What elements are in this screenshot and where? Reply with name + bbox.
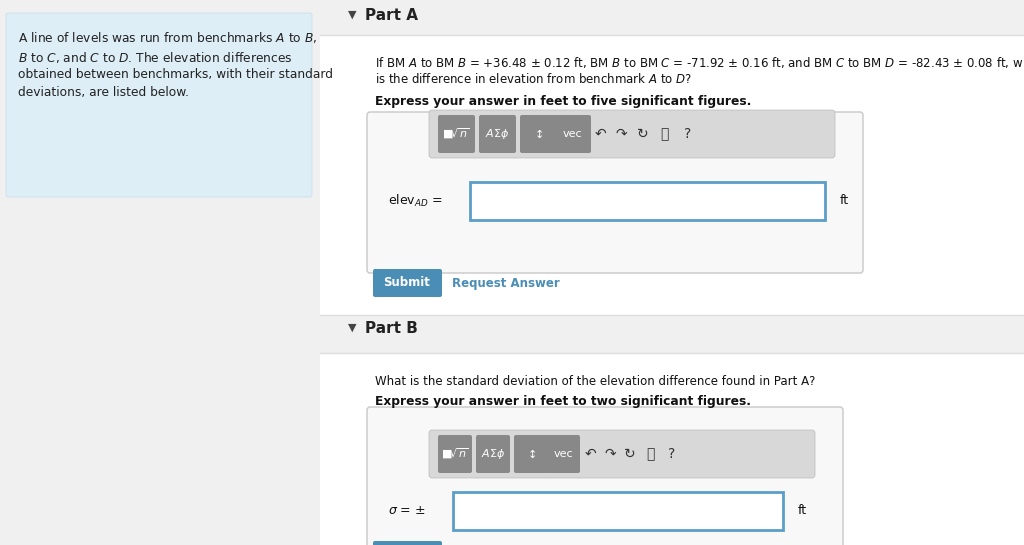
Text: Request Answer: Request Answer xyxy=(452,276,560,289)
FancyBboxPatch shape xyxy=(476,435,510,473)
Text: $B$ to $C$, and $C$ to $D$. The elevation differences: $B$ to $C$, and $C$ to $D$. The elevatio… xyxy=(18,50,293,65)
Text: What is the standard deviation of the elevation difference found in Part A?: What is the standard deviation of the el… xyxy=(375,375,815,388)
FancyBboxPatch shape xyxy=(429,430,815,478)
Bar xyxy=(319,315,1024,353)
Text: $A\Sigma\phi$: $A\Sigma\phi$ xyxy=(481,447,505,461)
FancyBboxPatch shape xyxy=(367,407,843,545)
Text: ↻: ↻ xyxy=(625,447,636,461)
Text: ▼: ▼ xyxy=(348,10,356,20)
Text: Part A: Part A xyxy=(365,8,418,23)
Text: ⎕: ⎕ xyxy=(659,127,669,141)
FancyBboxPatch shape xyxy=(479,115,516,153)
Text: Express your answer in feet to two significant figures.: Express your answer in feet to two signi… xyxy=(375,395,751,408)
FancyBboxPatch shape xyxy=(373,269,442,297)
Text: ?: ? xyxy=(669,447,676,461)
Text: deviations, are listed below.: deviations, are listed below. xyxy=(18,86,189,99)
Text: vec: vec xyxy=(562,129,582,139)
FancyBboxPatch shape xyxy=(514,435,548,473)
Text: ↶: ↶ xyxy=(594,127,606,141)
FancyBboxPatch shape xyxy=(453,492,783,530)
Text: Part B: Part B xyxy=(365,321,418,336)
Text: ↻: ↻ xyxy=(637,127,649,141)
FancyBboxPatch shape xyxy=(438,435,472,473)
Text: If BM $A$ to BM $B$ = +36.48 $\pm$ 0.12 ft, BM $B$ to BM $C$ = -71.92 $\pm$ 0.16: If BM $A$ to BM $B$ = +36.48 $\pm$ 0.12 … xyxy=(375,55,1024,70)
Text: $A\Sigma\phi$: $A\Sigma\phi$ xyxy=(485,127,509,141)
Text: $\blacksquare\!\sqrt{n}$: $\blacksquare\!\sqrt{n}$ xyxy=(442,127,470,141)
Text: ↷: ↷ xyxy=(604,447,615,461)
Text: $\updownarrow$: $\updownarrow$ xyxy=(532,128,544,140)
Text: ▼: ▼ xyxy=(348,323,356,333)
FancyBboxPatch shape xyxy=(520,115,557,153)
Text: A line of levels was run from benchmarks $A$ to $B$,: A line of levels was run from benchmarks… xyxy=(18,30,317,45)
Text: ft: ft xyxy=(798,505,807,518)
Text: ft: ft xyxy=(840,195,849,208)
Text: Express your answer in feet to five significant figures.: Express your answer in feet to five sign… xyxy=(375,95,752,108)
Text: ?: ? xyxy=(684,127,691,141)
Text: $\blacksquare\!\sqrt{n}$: $\blacksquare\!\sqrt{n}$ xyxy=(441,447,469,461)
Bar xyxy=(0,0,319,545)
FancyBboxPatch shape xyxy=(470,182,825,220)
Text: vec: vec xyxy=(553,449,572,459)
Text: ↷: ↷ xyxy=(615,127,627,141)
FancyBboxPatch shape xyxy=(367,112,863,273)
Text: Submit: Submit xyxy=(384,276,430,289)
Text: $\sigma$ = $\pm$: $\sigma$ = $\pm$ xyxy=(388,505,426,518)
Text: $\updownarrow$: $\updownarrow$ xyxy=(525,448,537,460)
Text: elev$_{AD}$ =: elev$_{AD}$ = xyxy=(388,193,442,209)
Text: is the difference in elevation from benchmark $A$ to $D$?: is the difference in elevation from benc… xyxy=(375,72,692,86)
Text: ⎕: ⎕ xyxy=(646,447,654,461)
FancyBboxPatch shape xyxy=(6,13,312,197)
FancyBboxPatch shape xyxy=(429,110,835,158)
FancyBboxPatch shape xyxy=(373,541,442,545)
FancyBboxPatch shape xyxy=(554,115,591,153)
Text: obtained between benchmarks, with their standard: obtained between benchmarks, with their … xyxy=(18,68,333,81)
FancyBboxPatch shape xyxy=(546,435,580,473)
Text: ↶: ↶ xyxy=(584,447,596,461)
Bar xyxy=(319,0,1024,35)
Bar xyxy=(319,0,1024,545)
FancyBboxPatch shape xyxy=(438,115,475,153)
